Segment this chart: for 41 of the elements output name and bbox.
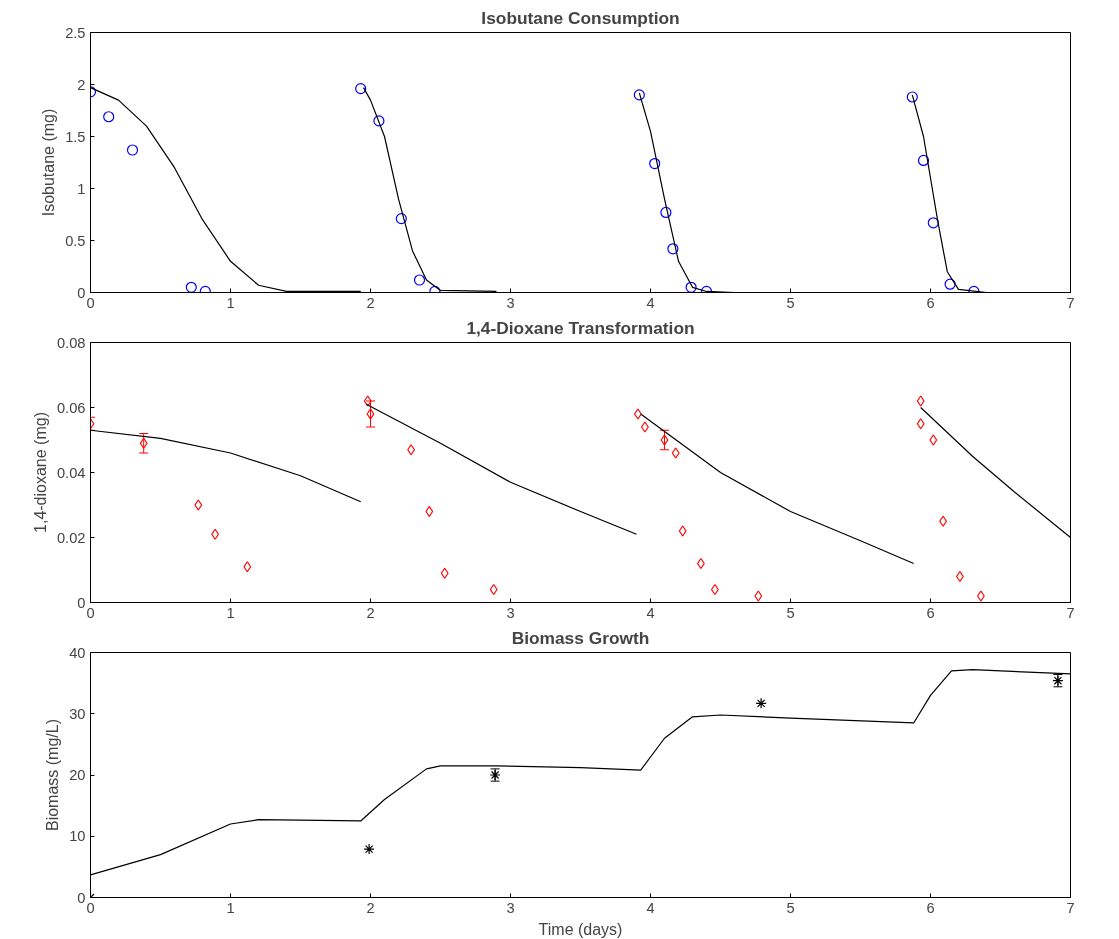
x-tick-label: 7	[1066, 294, 1075, 311]
y-tick-label: 2.5	[65, 24, 86, 41]
x-tick-label: 6	[926, 294, 935, 311]
y-tick-label: 0.04	[56, 464, 86, 481]
x-tick-label: 5	[786, 604, 795, 621]
y-tick-label: 1	[77, 180, 86, 197]
x-tick-label: 2	[366, 294, 375, 311]
y-tick-label: 0.5	[65, 232, 86, 249]
y-tick-label: 0.08	[56, 334, 86, 351]
y-tick-label: 1.5	[65, 128, 86, 145]
y-tick-label: 0.06	[56, 399, 86, 416]
x-tick-label: 4	[646, 899, 655, 916]
y-tick-label: 40	[69, 644, 86, 661]
chart-title: Isobutane Consumption	[481, 7, 680, 28]
x-tick-label: 5	[786, 899, 795, 916]
x-tick-label: 3	[506, 604, 515, 621]
x-tick-label: 1	[226, 899, 235, 916]
y-tick-label: 20	[69, 767, 86, 783]
x-tick-label: 6	[926, 604, 935, 621]
x-tick-label: 1	[226, 604, 235, 621]
x-tick-label: 7	[1066, 899, 1075, 916]
x-tick-label: 3	[506, 899, 515, 916]
x-tick-label: 6	[926, 899, 935, 916]
x-tick-label: 4	[646, 604, 655, 621]
x-tick-label: 3	[506, 294, 515, 311]
x-tick-label: 1	[226, 294, 235, 311]
y-tick-label: 2	[77, 76, 86, 93]
x-tick-label: 7	[1066, 604, 1075, 621]
chart-title: Biomass Growth	[511, 627, 650, 648]
x-tick-label: 2	[366, 604, 375, 621]
y-axis-title: Biomass (mg/L)	[44, 718, 62, 832]
x-tick-label: 4	[646, 294, 655, 311]
x-tick-label: 2	[366, 899, 375, 916]
x-tick-label: 5	[786, 294, 795, 311]
y-axis-title: Isobutane (mg)	[40, 108, 58, 217]
y-tick-label: 30	[69, 705, 86, 722]
x-axis-title: Time (days)	[538, 920, 623, 938]
chart-title: 1,4-Dioxane Transformation	[466, 317, 695, 338]
y-axis-title: 1,4-dioxane (mg)	[31, 412, 49, 533]
y-tick-label: 10	[69, 828, 86, 845]
y-tick-label: 0.02	[56, 529, 86, 546]
